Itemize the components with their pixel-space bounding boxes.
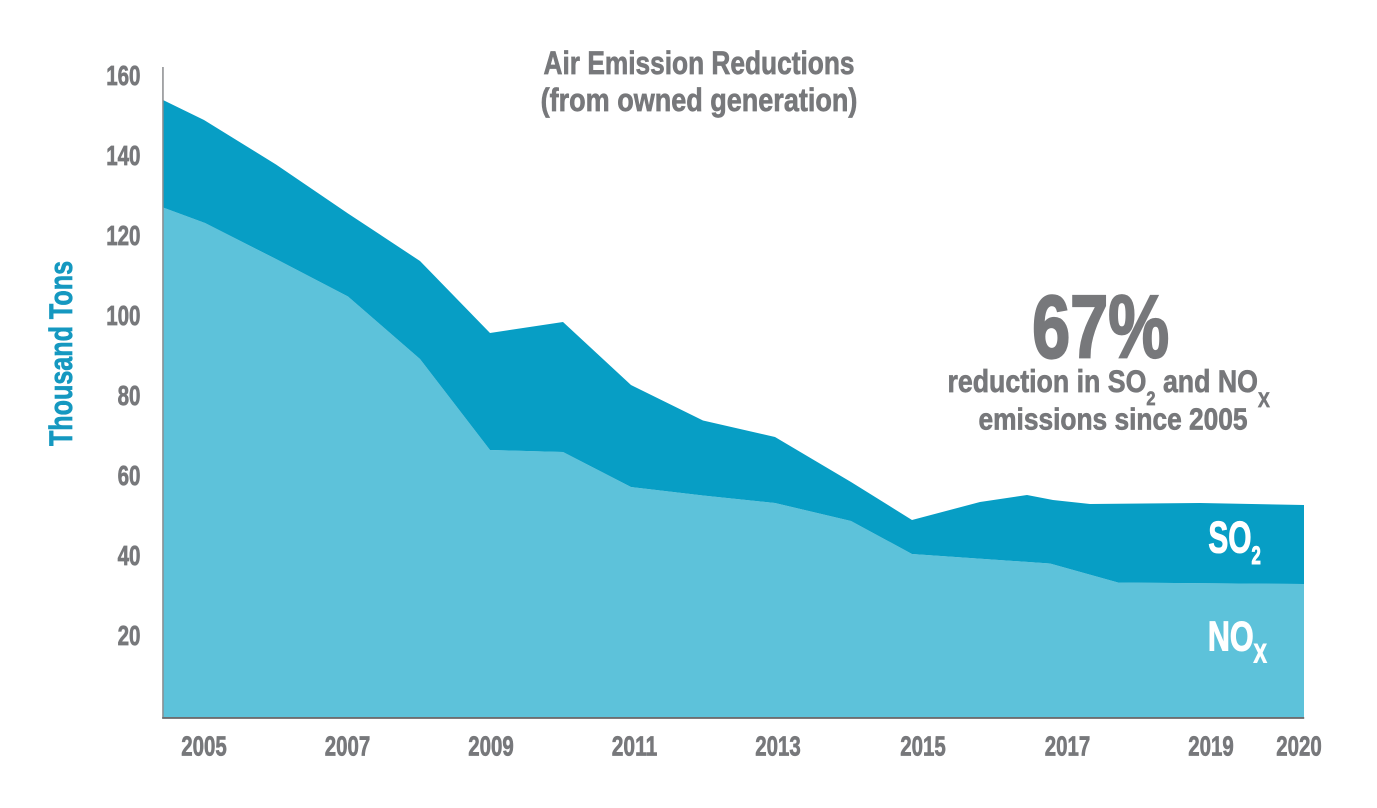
svg-text:emissions since 2005: emissions since 2005 [978, 403, 1247, 437]
svg-text:(from owned generation): (from owned generation) [541, 83, 858, 119]
svg-text:2013: 2013 [755, 731, 800, 762]
svg-text:2020: 2020 [1276, 731, 1321, 762]
svg-text:160: 160 [106, 61, 140, 92]
svg-text:40: 40 [118, 541, 141, 572]
svg-text:2015: 2015 [900, 731, 945, 762]
svg-text:NOX: NOX [1208, 613, 1267, 669]
svg-text:2009: 2009 [468, 731, 513, 762]
svg-text:67%: 67% [1032, 277, 1169, 377]
svg-text:2019: 2019 [1188, 731, 1233, 762]
svg-text:60: 60 [118, 461, 141, 492]
svg-text:2005: 2005 [181, 731, 226, 762]
svg-text:Air Emission Reductions: Air Emission Reductions [544, 45, 855, 81]
svg-text:2017: 2017 [1045, 731, 1090, 762]
svg-text:20: 20 [118, 621, 141, 652]
svg-text:140: 140 [106, 141, 140, 172]
svg-text:Thousand Tons: Thousand Tons [44, 261, 80, 446]
svg-text:2011: 2011 [612, 732, 658, 763]
svg-text:120: 120 [106, 221, 140, 252]
svg-text:100: 100 [106, 301, 140, 332]
svg-text:80: 80 [118, 381, 141, 412]
svg-text:2007: 2007 [325, 731, 370, 762]
